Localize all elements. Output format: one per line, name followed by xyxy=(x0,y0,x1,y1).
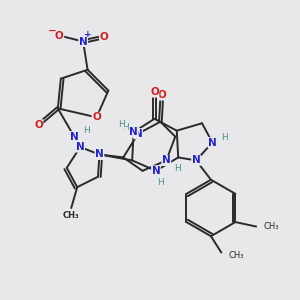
Text: N: N xyxy=(95,149,104,160)
Text: N: N xyxy=(152,166,160,176)
Text: N: N xyxy=(76,142,85,152)
Text: H: H xyxy=(83,126,90,135)
Text: N: N xyxy=(70,132,79,142)
Text: O: O xyxy=(150,87,159,97)
Text: O: O xyxy=(92,112,101,122)
Text: CH₃: CH₃ xyxy=(63,211,80,220)
Text: H: H xyxy=(118,120,125,129)
Text: O: O xyxy=(100,32,108,42)
Text: O: O xyxy=(55,31,64,40)
Text: N: N xyxy=(134,129,142,139)
Text: +: + xyxy=(84,30,92,39)
Text: O: O xyxy=(158,90,166,100)
Text: H: H xyxy=(174,164,181,173)
Text: O: O xyxy=(34,120,43,130)
Text: N: N xyxy=(162,155,171,165)
Text: N: N xyxy=(129,127,138,137)
Text: CH₃: CH₃ xyxy=(229,251,244,260)
Text: −: − xyxy=(47,26,56,36)
Text: H: H xyxy=(157,178,164,187)
Text: N: N xyxy=(79,37,88,46)
Text: H: H xyxy=(122,123,129,132)
Text: N: N xyxy=(192,155,200,165)
Text: CH₃: CH₃ xyxy=(264,222,279,231)
Text: N: N xyxy=(208,138,217,148)
Text: H: H xyxy=(221,133,228,142)
